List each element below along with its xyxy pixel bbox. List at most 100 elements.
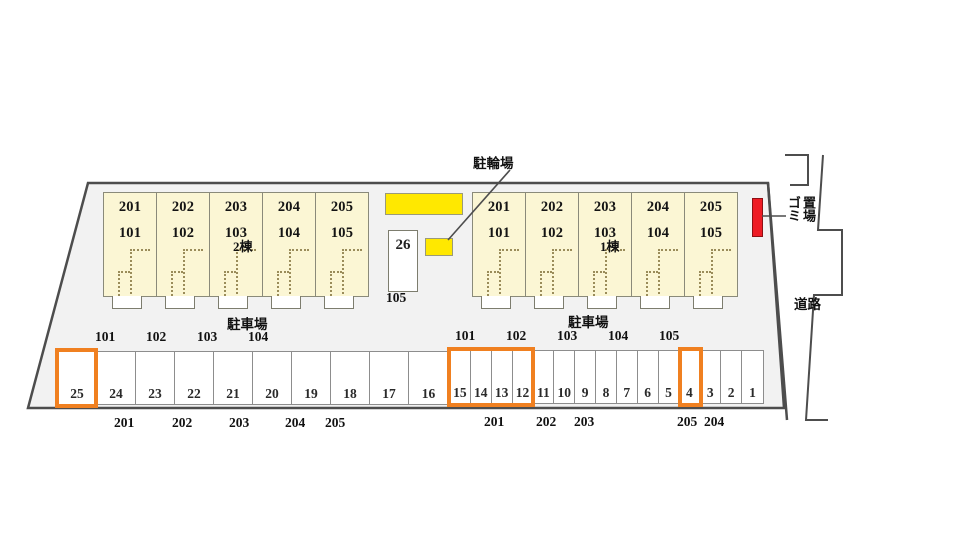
parking-stall-3[interactable]: 3 <box>700 351 722 403</box>
parking-stall-number: 9 <box>581 385 589 400</box>
building-right-tag: 1棟 <box>600 239 620 254</box>
parking-stall-23[interactable]: 23 <box>136 352 175 404</box>
entrance-stoop <box>481 296 511 309</box>
unit-204-104[interactable]: 204 104 <box>632 193 685 309</box>
parking-stall-17[interactable]: 17 <box>370 352 409 404</box>
stair-dotted-icon <box>342 249 362 294</box>
unit-upper-number: 204 <box>277 199 301 215</box>
unit-lower-number: 104 <box>646 225 670 241</box>
unit-lower-number: 103 <box>593 225 617 241</box>
parking-bottom-room-label: 201 <box>114 415 135 430</box>
parking-stall-24[interactable]: 24 <box>97 352 136 404</box>
entrance-stoop <box>112 296 142 309</box>
parking-highlight-25[interactable] <box>55 348 99 408</box>
parking-top-room-label: 104 <box>248 329 269 344</box>
parking-stall-11[interactable]: 11 <box>533 351 555 403</box>
unit-203-103[interactable]: 203 103 <box>579 193 632 309</box>
parking-stall-14[interactable]: 14 <box>470 351 492 403</box>
stair-dotted-icon <box>183 249 203 294</box>
parking-strip-right[interactable]: 15 14 13 12 11 10 9 8 7 6 5 4 3 2 1 <box>449 350 764 404</box>
unit-lower-number: 104 <box>277 225 301 241</box>
unit-201-101[interactable]: 201 101 <box>104 193 157 309</box>
parking-stall-number: 17 <box>382 386 396 401</box>
unit-lower-number: 102 <box>540 225 564 241</box>
entrance-stoop <box>324 296 354 309</box>
parking-stall-number: 8 <box>602 385 610 400</box>
trash-area-label-col2: 置場 <box>800 196 815 222</box>
entrance-stoop <box>271 296 301 309</box>
parking-stall-number: 11 <box>536 385 550 400</box>
parking-bottom-room-label: 203 <box>574 414 595 429</box>
parking-bottom-room-label: 201 <box>484 414 505 429</box>
parking-stall-number: 24 <box>109 386 123 401</box>
parking-stall-number: 5 <box>665 385 672 400</box>
building-left-tag: 2棟 <box>233 239 253 254</box>
parking-bottom-room-label: 202 <box>172 415 193 430</box>
unit-lower-number: 101 <box>118 225 142 241</box>
parking-bottom-room-label: 204 <box>285 415 306 430</box>
parking-stall-19[interactable]: 19 <box>292 352 331 404</box>
building-block-2[interactable]: 201 101 202 102 203 103 204 104 205 105 <box>103 192 369 309</box>
parking-stall-10[interactable]: 10 <box>554 351 576 403</box>
parking-strip-left[interactable]: 25 24 23 22 21 20 19 18 17 16 <box>57 351 449 405</box>
parking-stall-9[interactable]: 9 <box>575 351 597 403</box>
parking-stall-16[interactable]: 16 <box>409 352 448 404</box>
parking-stall-number: 15 <box>453 385 467 400</box>
parking-stall-number: 16 <box>421 386 436 401</box>
parking-left-title: 駐車場 <box>227 317 268 333</box>
parking-stall-number: 20 <box>265 386 279 401</box>
parking-stall-8[interactable]: 8 <box>596 351 617 403</box>
parking-stall-2[interactable]: 2 <box>721 351 743 403</box>
parking-highlight-4[interactable] <box>678 347 703 407</box>
unit-203-103[interactable]: 203 103 <box>210 193 263 309</box>
bicycle-parking-long-box[interactable] <box>385 193 463 215</box>
unit-lower-number: 101 <box>487 225 511 241</box>
unit-202-102[interactable]: 202 102 <box>526 193 579 309</box>
stall-26-box[interactable]: 26 <box>388 230 418 292</box>
parking-stall-number: 10 <box>557 385 571 400</box>
parking-stall-6[interactable]: 6 <box>637 351 659 403</box>
unit-lower-number: 105 <box>330 225 354 241</box>
unit-201-101[interactable]: 201 101 <box>473 193 526 309</box>
parking-stall-5[interactable]: 5 <box>658 351 680 403</box>
trash-area-box[interactable] <box>752 198 763 237</box>
unit-upper-number: 205 <box>330 199 354 215</box>
parking-stall-15[interactable]: 15 <box>450 351 471 403</box>
parking-stall-number: 18 <box>343 386 357 401</box>
parking-stall-20[interactable]: 20 <box>253 352 292 404</box>
entrance-stoop <box>587 296 617 309</box>
parking-stall-number: 19 <box>304 386 318 401</box>
parking-highlight-15[interactable] <box>447 347 535 407</box>
building-block-1[interactable]: 201 101 202 102 203 103 204 104 205 105 <box>472 192 738 309</box>
unit-lower-number: 103 <box>224 225 248 241</box>
parking-stall-7[interactable]: 7 <box>616 351 638 403</box>
parking-stall-number: 14 <box>474 385 488 400</box>
parking-top-room-label: 103 <box>197 329 218 344</box>
entrance-stoop <box>640 296 670 309</box>
parking-top-room-label: 103 <box>557 328 578 343</box>
unit-204-104[interactable]: 204 104 <box>263 193 316 309</box>
entrance-stoop <box>218 296 248 309</box>
parking-top-room-label: 102 <box>506 328 527 343</box>
unit-202-102[interactable]: 202 102 <box>157 193 210 309</box>
parking-stall-13[interactable]: 13 <box>491 351 513 403</box>
unit-upper-number: 202 <box>171 199 195 215</box>
trash-area-label-col1: ゴミ <box>785 196 800 222</box>
parking-bottom-room-label: 203 <box>229 415 250 430</box>
parking-stall-21[interactable]: 21 <box>214 352 253 404</box>
stall-26-room-label: 105 <box>386 290 407 305</box>
parking-top-room-label: 102 <box>146 329 167 344</box>
bicycle-parking-small-box[interactable] <box>425 238 453 256</box>
stair-dotted-icon <box>499 249 519 294</box>
unit-lower-number: 102 <box>171 225 195 241</box>
parking-top-room-label: 101 <box>95 329 116 344</box>
parking-stall-22[interactable]: 22 <box>175 352 214 404</box>
parking-stall-number: 7 <box>623 385 631 400</box>
parking-stall-18[interactable]: 18 <box>331 352 370 404</box>
parking-stall-number: 1 <box>749 385 756 400</box>
parking-stall-1[interactable]: 1 <box>742 351 763 403</box>
unit-205-105[interactable]: 205 105 <box>685 193 737 309</box>
unit-205-105[interactable]: 205 105 <box>316 193 368 309</box>
stair-dotted-icon <box>130 249 150 294</box>
